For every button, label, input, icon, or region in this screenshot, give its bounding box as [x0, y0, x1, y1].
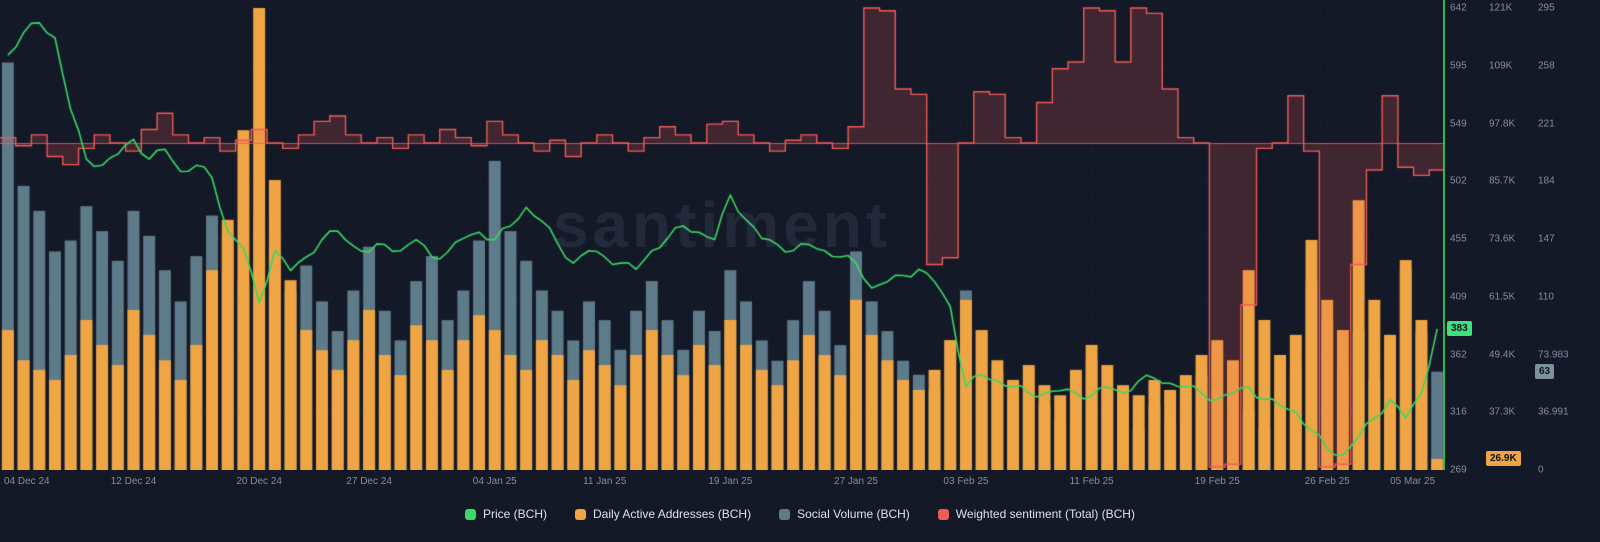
legend-item-label: Price (BCH)	[483, 507, 548, 521]
daily-active-addresses-axis[interactable]: 121K 109K 97.8K 85.7K 73.6K 61.5K 49.4K 37.3K	[1489, 0, 1535, 470]
axis-tick-label: 549	[1450, 118, 1467, 129]
price-legend-swatch	[465, 508, 476, 520]
axis-tick-label: 147	[1538, 233, 1555, 245]
x-tick-label: 04 Dec 24	[4, 476, 50, 487]
social-volume-axis[interactable]: 295 258 221 184 147 110 73.983 36.991 0	[1538, 0, 1584, 476]
axis-tick-label: 316	[1450, 406, 1467, 418]
axis-tick-label: 73.983	[1538, 349, 1569, 360]
axis-tick-label: 37.3K	[1489, 406, 1516, 418]
legend-item-daa[interactable]: Daily Active Addresses (BCH)	[575, 507, 751, 521]
axis-tick-label: 85.7K	[1489, 175, 1516, 187]
x-tick-label: 20 Dec 24	[236, 476, 282, 487]
axis-tick-label: 97.8K	[1489, 118, 1516, 129]
social-legend-swatch	[779, 508, 791, 520]
x-tick-label: 19 Feb 25	[1194, 476, 1240, 487]
axis-tick-label: 73.6K	[1489, 233, 1516, 245]
daa-value-badge: 26.9K	[1486, 450, 1521, 466]
legend-item-sentiment[interactable]: Weighted sentiment (Total) (BCH)	[937, 507, 1135, 521]
axis-tick-label: 269	[1450, 464, 1467, 476]
axis-tick-label: 36.991	[1538, 406, 1569, 418]
legend-item-price[interactable]: Price (BCH)	[465, 507, 547, 521]
price-axis-line	[1443, 0, 1445, 470]
x-tick-label: 04 Jan 25	[472, 476, 517, 487]
social-volume-value-badge: 63	[1535, 363, 1555, 379]
x-tick-label: 03 Feb 25	[943, 476, 989, 487]
x-tick-label: 27 Dec 24	[346, 476, 392, 487]
daa-legend-swatch	[575, 508, 587, 520]
axis-tick-label: 409	[1450, 291, 1467, 303]
axis-tick-label: 258	[1538, 60, 1555, 72]
x-tick-label: 11 Feb 25	[1069, 476, 1114, 487]
legend-item-label: Weighted sentiment (Total) (BCH)	[955, 507, 1135, 521]
legend-item-label: Daily Active Addresses (BCH)	[593, 507, 752, 521]
x-tick-label: 27 Jan 25	[834, 476, 878, 487]
legend-item-social[interactable]: Social Volume (BCH)	[779, 507, 910, 521]
legend-item-label: Social Volume (BCH)	[797, 507, 910, 521]
legend: Price (BCH) Daily Active Addresses (BCH) S…	[0, 501, 1600, 527]
axis-tick-label: 642	[1450, 2, 1467, 14]
axis-tick-label: 295	[1538, 2, 1555, 14]
price-value-badge: 383	[1447, 320, 1472, 336]
axis-tick-label: 221	[1538, 118, 1555, 129]
axis-tick-label: 49.4K	[1489, 349, 1516, 360]
chart-canvas[interactable]	[0, 0, 1445, 470]
axis-tick-label: 184	[1538, 175, 1555, 187]
x-axis[interactable]: 04 Dec 24 12 Dec 24 20 Dec 24 27 Dec 24 04 J…	[0, 471, 1445, 491]
axis-tick-label: 502	[1450, 175, 1467, 187]
x-tick-label: 19 Jan 25	[708, 476, 753, 487]
x-tick-label: 11 Jan 25	[583, 476, 627, 487]
axis-tick-label: 109K	[1489, 60, 1513, 72]
x-tick-label: 05 Mar 25	[1390, 476, 1436, 487]
price-axis[interactable]: 642 595 549 502 455 409 362 316 269	[1450, 0, 1496, 476]
axis-tick-label: 121K	[1489, 2, 1513, 14]
x-tick-label: 12 Dec 24	[110, 476, 157, 487]
x-tick-label: 26 Feb 25	[1304, 476, 1350, 487]
axis-tick-label: 362	[1450, 349, 1467, 360]
axis-tick-label: 595	[1450, 60, 1467, 72]
axis-tick-label: 110	[1538, 291, 1554, 303]
sentiment-legend-swatch	[937, 508, 949, 520]
axis-tick-label: 455	[1450, 233, 1467, 245]
axis-tick-label: 0	[1538, 464, 1544, 476]
axis-tick-label: 61.5K	[1489, 291, 1516, 303]
